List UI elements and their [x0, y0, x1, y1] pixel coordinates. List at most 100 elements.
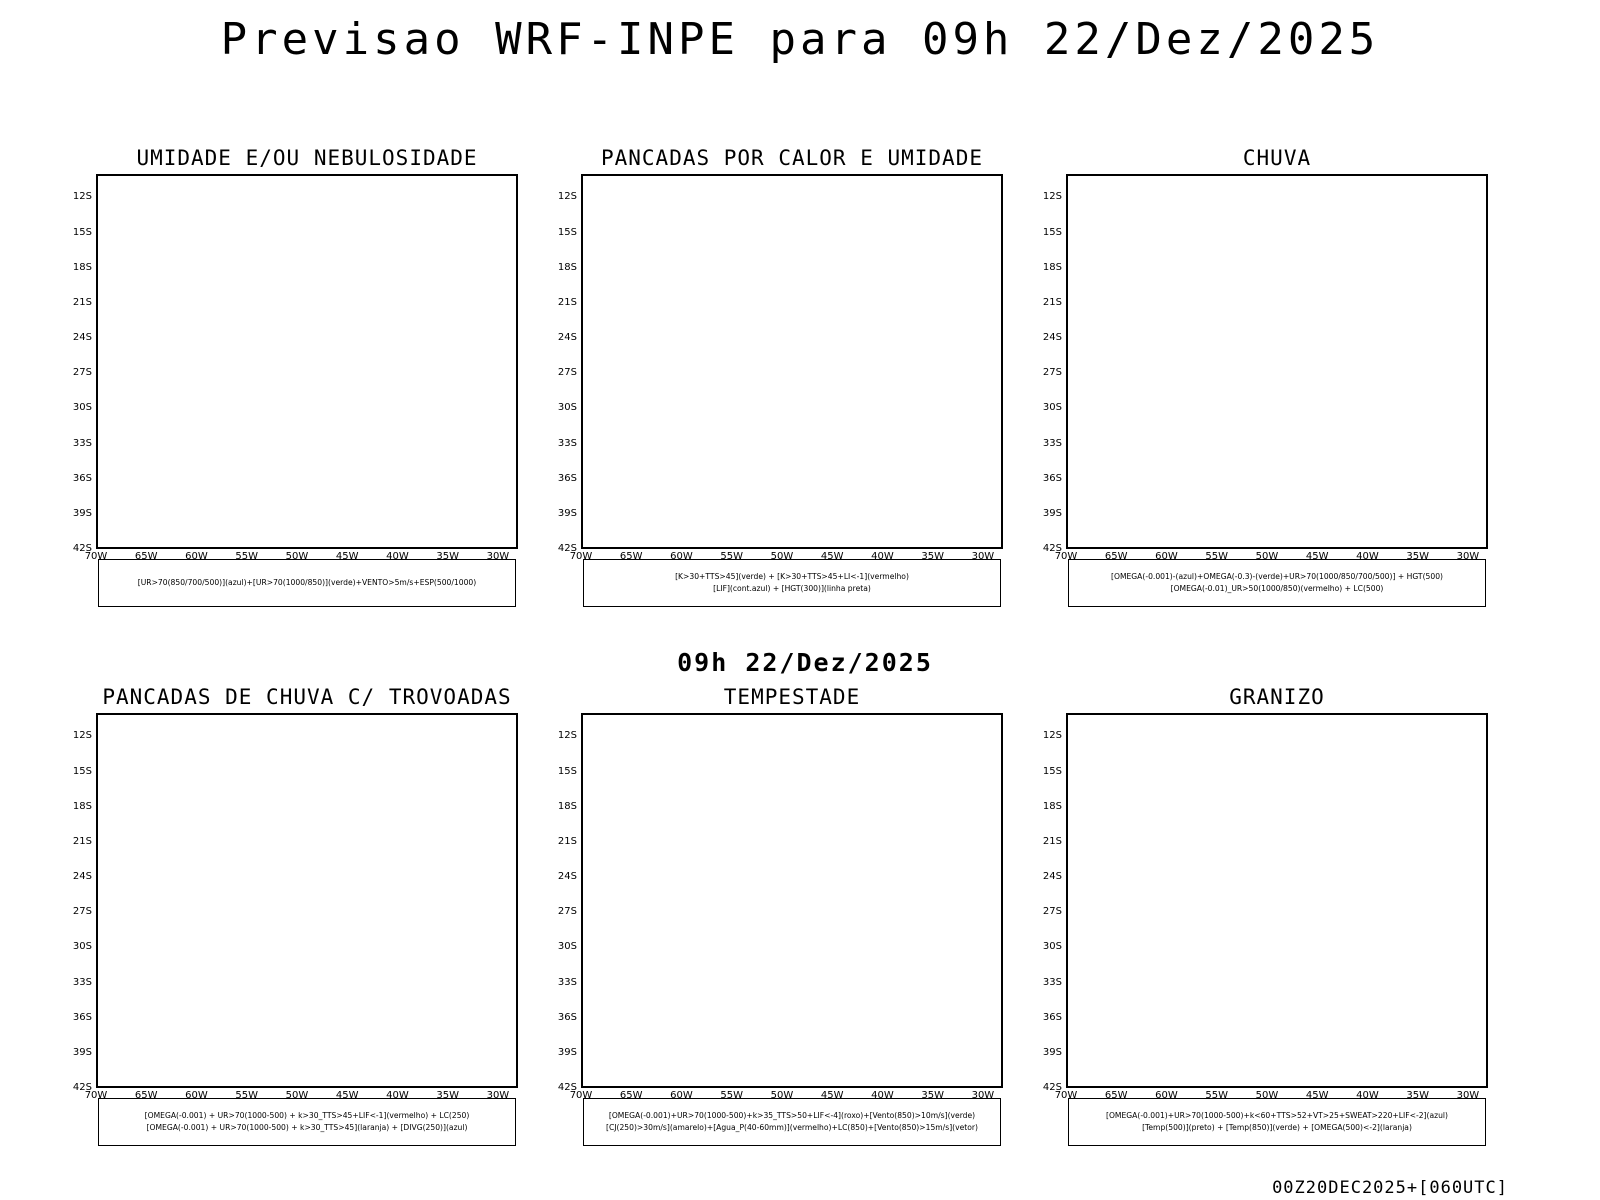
map-panel-p2: PANCADAS POR CALOR E UMIDADE 12S 15S 18S 21S…	[553, 146, 1023, 616]
lat-tick-label: 39S	[557, 507, 577, 519]
map-svg	[98, 715, 516, 1086]
lat-tick-label: 33S	[72, 437, 92, 449]
lon-tick-label: 30W	[971, 551, 995, 562]
lat-tick-label: 15S	[72, 226, 92, 238]
legend-box: [UR>70(850/700/500)](azul)+[UR>70(1000/8…	[98, 559, 516, 607]
map-svg: 960096009520944096009520952094409280	[583, 176, 1001, 547]
legend-line: [OMEGA(-0.001)+UR>70(1000-500)+k<60+TTS>…	[1105, 1111, 1448, 1120]
lon-tick-label: 70W	[569, 1090, 593, 1101]
lat-tick-label: 18S	[557, 800, 577, 812]
legend-line: [OMEGA(-0.001) + UR>70(1000-500) + k>30_…	[144, 1111, 470, 1120]
map-panel-p1: UMIDADE E/OU NEBULOSIDADE 12S 15S 18S 21S 24S…	[68, 146, 538, 616]
lon-tick-label: 70W	[1054, 1090, 1078, 1101]
lat-tick-label: 24S	[1042, 871, 1062, 883]
lat-tick-label: 36S	[1042, 1011, 1062, 1023]
map-panel-p3: CHUVA 12S 15S 18S 21S 24S 27S 30S 33S 36S 39S 42S 70…	[1038, 146, 1508, 616]
lat-tick-label: 39S	[72, 507, 92, 519]
lat-tick-label: 36S	[72, 1011, 92, 1023]
lat-tick-label: 15S	[557, 226, 577, 238]
lon-tick-label: 50W	[770, 551, 794, 562]
lon-tick-label: 60W	[1155, 1090, 1178, 1101]
legend-line: [OMEGA(-0.001) + UR>70(1000-500) + k>30_…	[146, 1123, 468, 1132]
map-panel-p5: TEMPESTADE 12S 15S 18S 21S 24S 27S 30S 33S 36S 39S…	[553, 685, 1023, 1155]
lat-tick-label: 12S	[1042, 730, 1062, 742]
legend-box: [OMEGA(-0.001) + UR>70(1000-500) + k>30_…	[98, 1098, 516, 1146]
lon-tick-label: 70W	[1054, 551, 1078, 562]
lat-tick-label: 39S	[557, 1046, 577, 1058]
lon-tick-label: 60W	[185, 551, 208, 562]
map-area: 60	[581, 713, 1003, 1088]
lat-tick-label: 36S	[557, 1011, 577, 1023]
map-area	[96, 713, 518, 1088]
lat-tick-label: 18S	[1042, 261, 1062, 273]
lon-tick-label: 65W	[1104, 551, 1128, 562]
lat-tick-label: 30S	[1042, 941, 1062, 953]
lon-tick-label: 70W	[84, 1090, 108, 1101]
legend-box: [OMEGA(-0.001)+UR>70(1000-500)+k>35_TTS>…	[583, 1098, 1001, 1146]
lon-tick-label: 65W	[134, 551, 158, 562]
lat-tick-label: 30S	[72, 402, 92, 414]
lat-tick-label: 36S	[557, 472, 577, 484]
lat-tick-label: 27S	[557, 367, 577, 379]
main-title: Previsao WRF-INPE para 09h 22/Dez/2025	[220, 14, 1380, 65]
lat-tick-label: 42S	[1042, 1082, 1062, 1093]
legend-line: [K>30+TTS>45](verde) + [K>30+TTS>45+LI<-…	[675, 572, 909, 581]
legend-line: [LIF](cont.azul) + [HGT(300)](linha pret…	[713, 584, 871, 593]
lon-tick-label: 45W	[1305, 1090, 1329, 1101]
lon-tick-label: 45W	[335, 1090, 359, 1101]
map-panel-p6: GRANIZO 12S 15S 18S 21S 24S 27S 30S 33S 36S 39S 42S…	[1038, 685, 1508, 1155]
lat-tick-label: 21S	[1042, 296, 1062, 308]
lon-tick-label: 50W	[285, 551, 309, 562]
lon-tick-label: 55W	[1205, 1090, 1229, 1101]
lon-tick-label: 45W	[820, 1090, 844, 1101]
panel-title: GRANIZO	[1229, 685, 1325, 709]
lat-tick-label: 33S	[557, 976, 577, 988]
lon-tick-label: 35W	[436, 1090, 459, 1101]
lat-tick-label: 21S	[1042, 835, 1062, 847]
lat-tick-label: 27S	[557, 906, 577, 918]
lon-tick-label: 30W	[486, 1090, 510, 1101]
lon-tick-label: 55W	[235, 551, 259, 562]
lat-tick-label: 21S	[557, 835, 577, 847]
lon-tick-label: 60W	[670, 551, 693, 562]
lat-tick-label: 33S	[1042, 437, 1062, 449]
lat-tick-label: 21S	[72, 296, 92, 308]
lat-tick-label: 18S	[1042, 800, 1062, 812]
lat-tick-label: 24S	[557, 871, 577, 883]
lat-tick-label: 15S	[72, 765, 92, 777]
run-stamp: 00Z20DEC2025+[060UTC]	[1272, 1178, 1508, 1198]
lon-tick-label: 55W	[720, 1090, 744, 1101]
legend-line: [Temp(500)](preto) + [Temp(850)](verde) …	[1142, 1123, 1412, 1132]
lon-tick-label: 40W	[386, 1090, 409, 1101]
lon-tick-label: 45W	[1305, 551, 1329, 562]
legend-box: [OMEGA(-0.001)-(azul)+OMEGA(-0.3)-(verde…	[1068, 559, 1486, 607]
lat-tick-label: 15S	[1042, 765, 1062, 777]
lat-tick-label: 27S	[1042, 906, 1062, 918]
lat-tick-label: 12S	[557, 191, 577, 203]
lat-tick-label: 21S	[72, 835, 92, 847]
lon-tick-label: 35W	[436, 551, 459, 562]
panel-title: TEMPESTADE	[723, 685, 861, 709]
lat-tick-label: 42S	[72, 543, 92, 554]
lon-tick-label: 65W	[619, 551, 643, 562]
map-panel-p4: PANCADAS DE CHUVA C/ TROVOADAS 12S 15S 18S 2…	[68, 685, 538, 1155]
lat-tick-label: 27S	[72, 367, 92, 379]
legend-line: [CJ(250)>30m/s](amarelo)+[Agua_P(40-60mm…	[606, 1123, 978, 1132]
map-svg: 60	[583, 715, 1001, 1086]
lon-tick-label: 30W	[486, 551, 510, 562]
lat-tick-label: 12S	[72, 191, 92, 203]
lat-tick-label: 24S	[557, 332, 577, 344]
lat-tick-label: 24S	[1042, 332, 1062, 344]
lat-tick-label: 30S	[557, 402, 577, 414]
lon-tick-label: 45W	[335, 551, 359, 562]
lat-tick-label: 18S	[72, 800, 92, 812]
lon-tick-label: 30W	[1456, 1090, 1480, 1101]
lon-tick-label: 50W	[1255, 551, 1279, 562]
lon-tick-label: 40W	[1356, 1090, 1379, 1101]
legend-line: [OMEGA(-0.001)+UR>70(1000-500)+k>35_TTS>…	[608, 1111, 976, 1120]
lat-tick-label: 12S	[72, 730, 92, 742]
lon-tick-label: 35W	[921, 1090, 944, 1101]
lat-tick-label: 33S	[72, 976, 92, 988]
lon-tick-label: 40W	[871, 551, 894, 562]
lon-tick-label: 35W	[921, 551, 944, 562]
